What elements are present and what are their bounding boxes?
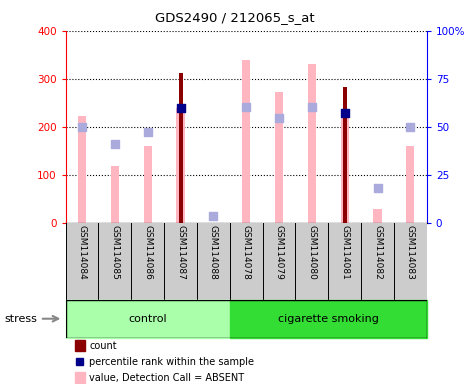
Text: GSM114078: GSM114078	[242, 225, 251, 280]
Text: GSM114085: GSM114085	[110, 225, 120, 280]
Bar	[111, 166, 119, 223]
Point	[144, 128, 151, 135]
Text: GSM114082: GSM114082	[373, 225, 382, 280]
Point	[242, 104, 250, 110]
Text: GSM114081: GSM114081	[340, 225, 349, 280]
Point	[308, 104, 316, 110]
Bar	[406, 146, 415, 223]
Bar	[343, 88, 347, 223]
Bar	[308, 65, 316, 223]
Text: control: control	[129, 314, 167, 324]
Point	[374, 185, 381, 191]
Point	[275, 115, 283, 121]
Bar	[242, 61, 250, 223]
Bar	[275, 92, 283, 223]
Text: count: count	[89, 341, 117, 351]
Text: GSM114086: GSM114086	[143, 225, 152, 280]
Point	[341, 110, 348, 116]
Bar	[373, 209, 382, 223]
Point	[78, 124, 86, 130]
Text: GDS2490 / 212065_s_at: GDS2490 / 212065_s_at	[155, 12, 314, 25]
Text: GSM114079: GSM114079	[274, 225, 284, 280]
Text: GSM114080: GSM114080	[307, 225, 317, 280]
Bar	[179, 73, 182, 223]
Text: GSM114083: GSM114083	[406, 225, 415, 280]
Bar	[144, 146, 152, 223]
Bar	[230, 300, 427, 338]
Point	[111, 141, 119, 147]
Text: percentile rank within the sample: percentile rank within the sample	[89, 357, 254, 367]
Bar	[66, 300, 230, 338]
Point	[407, 124, 414, 130]
Text: value, Detection Call = ABSENT: value, Detection Call = ABSENT	[89, 373, 244, 383]
Text: GSM114087: GSM114087	[176, 225, 185, 280]
Bar	[176, 109, 185, 223]
Bar	[340, 113, 349, 223]
Bar	[78, 116, 86, 223]
Text: GSM114088: GSM114088	[209, 225, 218, 280]
Text: GSM114084: GSM114084	[77, 225, 87, 280]
Text: cigarette smoking: cigarette smoking	[278, 314, 379, 324]
Point	[210, 212, 217, 218]
Text: stress: stress	[5, 314, 38, 324]
Point	[177, 106, 184, 112]
